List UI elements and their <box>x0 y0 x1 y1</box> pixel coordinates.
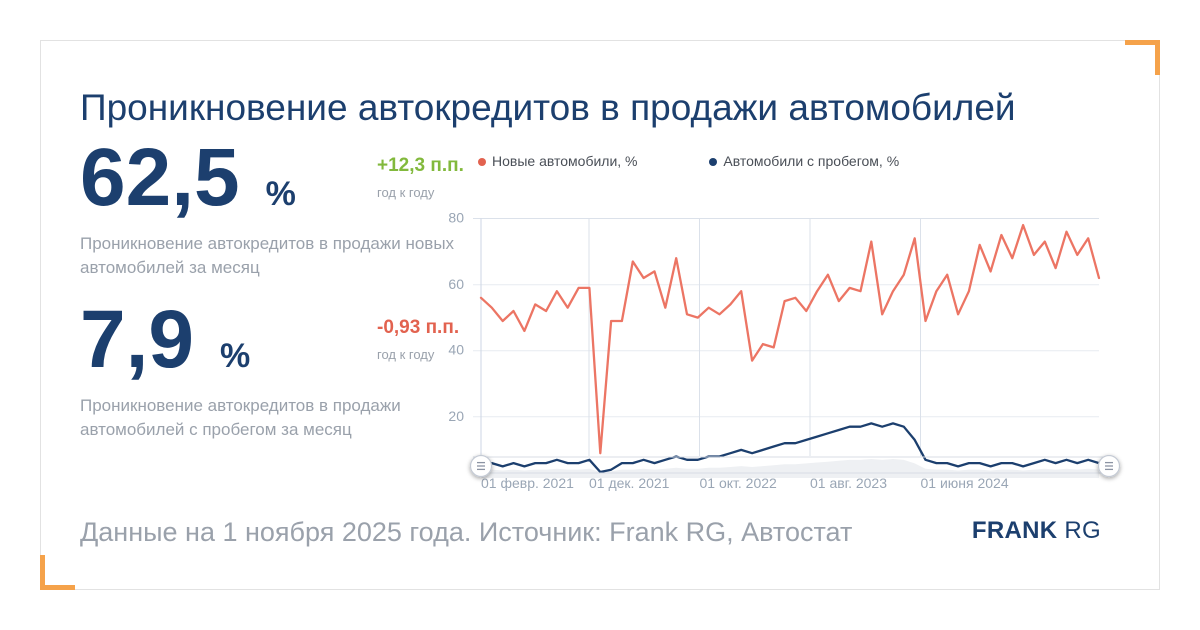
svg-text:40: 40 <box>448 342 464 358</box>
svg-text:60: 60 <box>448 276 464 292</box>
svg-text:80: 80 <box>448 210 464 226</box>
svg-text:20: 20 <box>448 408 464 424</box>
